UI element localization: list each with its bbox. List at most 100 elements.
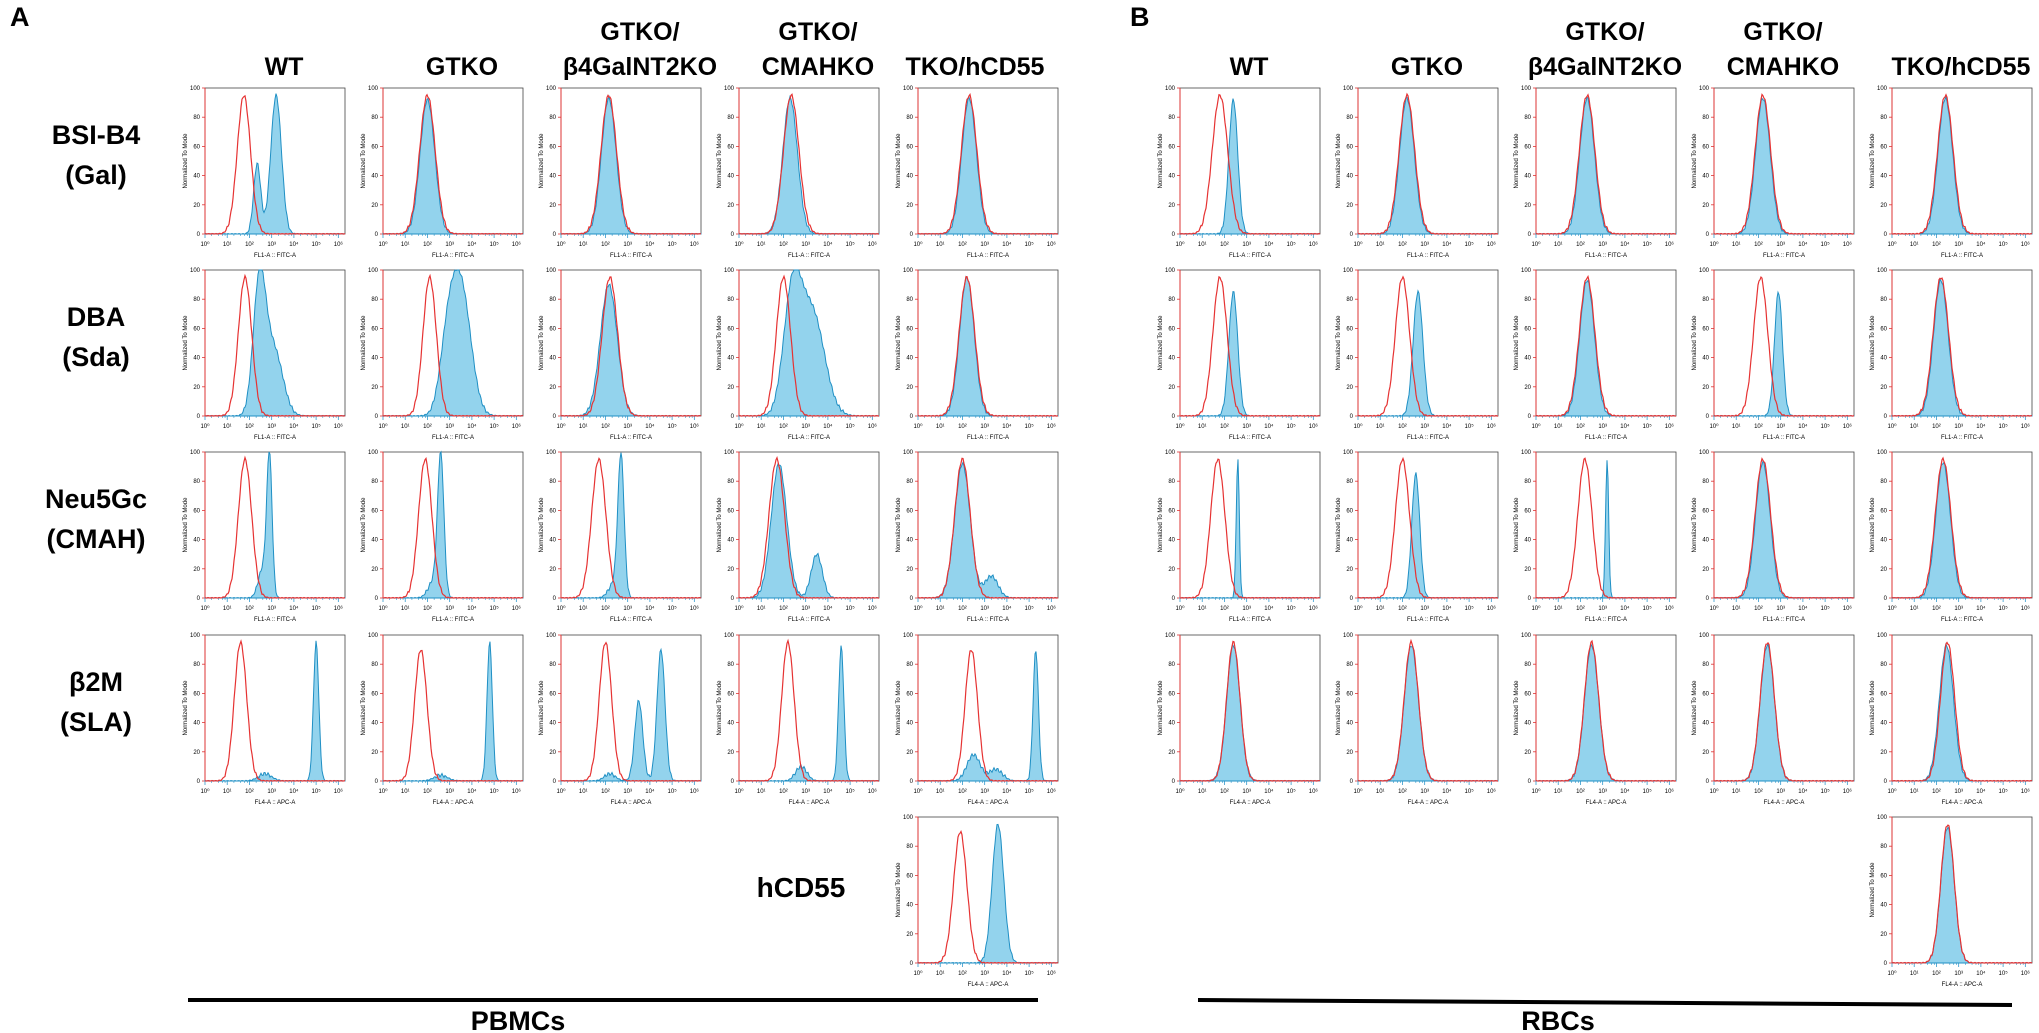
x-tick-label: 10²: [958, 789, 967, 795]
histogram-plot-B-r1-c2: 0 20 40 60 80 100 10⁰ 10¹ 10² 10³ 10⁴ 10⁵ 10⁶ Normali…: [1514, 268, 1677, 441]
y-tick-label: 100: [1165, 268, 1176, 274]
y-tick-label: 60: [906, 691, 913, 697]
x-tick-label: 10²: [601, 606, 610, 612]
x-tick-label: 10⁰: [1531, 605, 1541, 612]
x-tick-label: 10²: [779, 606, 788, 612]
y-tick-label: 20: [1880, 750, 1887, 756]
y-tick-label: 20: [193, 203, 200, 209]
x-tick-label: 10²: [1398, 424, 1407, 430]
x-tick-label: 10⁵: [490, 423, 500, 430]
y-tick-label: 100: [903, 86, 914, 92]
x-tick-label: 10⁰: [378, 241, 388, 248]
y-tick-label: 80: [1524, 297, 1531, 303]
y-tick-label: 0: [731, 232, 735, 238]
x-tick-label: 10⁴: [1798, 605, 1808, 612]
x-tick-label: 10⁴: [1002, 970, 1012, 977]
x-tick-label: 10³: [1598, 789, 1607, 795]
y-tick-label: 100: [1165, 633, 1176, 639]
y-tick-label: 80: [1524, 479, 1531, 485]
control-histogram: [1892, 277, 2033, 417]
y-tick-label: 100: [724, 450, 735, 456]
x-tick-label: 10⁶: [1665, 423, 1675, 430]
y-tick-label: 40: [371, 356, 378, 362]
x-tick-label: 10³: [445, 424, 454, 430]
x-tick-label: 10⁶: [1309, 605, 1319, 612]
y-tick-label: 0: [1350, 596, 1354, 602]
x-tick-label: 10⁵: [1025, 423, 1035, 430]
y-tick-label: 60: [193, 508, 200, 514]
y-tick-label: 20: [727, 203, 734, 209]
x-tick-label: 10²: [1220, 242, 1229, 248]
x-tick-label: 10⁶: [1309, 241, 1319, 248]
plot-frame: [1891, 87, 2033, 235]
histogram-plot-A-r1-c3: 0 20 40 60 80 100 10⁰ 10¹ 10² 10³ 10⁴ 10⁵ 10⁶ Normali…: [717, 268, 880, 441]
y-tick-label: 80: [906, 662, 913, 668]
x-tick-label: 10⁶: [1047, 970, 1057, 977]
control-histogram: [1535, 93, 1676, 235]
control-histogram: [1892, 93, 2033, 235]
y-tick-label: 100: [903, 268, 914, 274]
y-tick-label: 40: [1880, 538, 1887, 544]
control-histogram: [1357, 92, 1499, 235]
control-histogram: [1535, 275, 1676, 417]
x-tick-label: 10¹: [1554, 789, 1563, 795]
x-tick-label: 10³: [1420, 606, 1429, 612]
x-tick-label: 10⁵: [1025, 970, 1035, 977]
x-tick-label: 10⁰: [556, 241, 566, 248]
x-tick-label: 10³: [267, 424, 276, 430]
y-tick-label: 80: [1168, 297, 1175, 303]
x-tick-label: 10³: [1598, 424, 1607, 430]
x-tick-label: 10⁴: [823, 788, 833, 795]
x-tick-label: 10²: [245, 242, 254, 248]
y-tick-label: 0: [375, 596, 379, 602]
x-tick-label: 10⁰: [1175, 788, 1185, 795]
y-tick-label: 40: [193, 174, 200, 180]
y-axis-label: Normalized To Mode: [183, 680, 189, 736]
y-tick-label: 60: [1702, 691, 1709, 697]
y-tick-label: 20: [1524, 385, 1531, 391]
control-histogram: [560, 457, 702, 599]
x-tick-label: 10⁴: [1442, 423, 1452, 430]
row-label-1: DBA (Sda): [62, 302, 130, 372]
x-axis-label: FL4-A :: APC-A: [433, 800, 474, 806]
x-tick-label: 10²: [1576, 242, 1585, 248]
x-tick-label: 10⁶: [1047, 423, 1057, 430]
x-tick-label: 10⁶: [2021, 605, 2031, 612]
x-tick-label: 10⁰: [1175, 423, 1185, 430]
x-tick-label: 10⁵: [1025, 788, 1035, 795]
x-tick-label: 10¹: [1198, 789, 1207, 795]
y-tick-label: 100: [724, 633, 735, 639]
y-tick-label: 40: [549, 721, 556, 727]
y-tick-label: 40: [1880, 903, 1887, 909]
y-tick-label: 100: [546, 268, 557, 274]
x-tick-label: 10³: [1954, 242, 1963, 248]
y-tick-label: 0: [1528, 779, 1532, 785]
x-tick-label: 10⁰: [1531, 423, 1541, 430]
column-header-line: GTKO/: [1565, 18, 1644, 46]
y-tick-label: 40: [1880, 721, 1887, 727]
y-axis-label: Normalized To Mode: [1692, 680, 1698, 736]
histogram-plot-B-r1-c1: 0 20 40 60 80 100 10⁰ 10¹ 10² 10³ 10⁴ 10⁵ 10⁶ Normali…: [1336, 268, 1499, 441]
x-tick-label: 10⁵: [1821, 788, 1831, 795]
histogram-plot-B-r3-c0: 0 20 40 60 80 100 10⁰ 10¹ 10² 10³ 10⁴ 10⁵ 10⁶ Normali…: [1158, 633, 1321, 806]
y-tick-label: 0: [197, 414, 201, 420]
x-axis-label: FL1-A :: FITC-A: [788, 617, 830, 623]
x-tick-label: 10⁵: [1643, 241, 1653, 248]
y-tick-label: 40: [727, 174, 734, 180]
x-tick-label: 10¹: [757, 789, 766, 795]
control-histogram: [1891, 824, 2033, 964]
x-tick-label: 10⁶: [1843, 605, 1853, 612]
x-axis-label: FL1-A :: FITC-A: [1585, 435, 1627, 441]
histogram-plot-A-r0-c3: 0 20 40 60 80 100 10⁰ 10¹ 10² 10³ 10⁴ 10⁵ 10⁶ Normali…: [717, 86, 880, 259]
plot-frame: [1179, 634, 1321, 782]
y-tick-label: 0: [1528, 414, 1532, 420]
y-tick-label: 80: [1346, 115, 1353, 121]
y-tick-label: 40: [193, 538, 200, 544]
x-tick-label: 10⁵: [312, 423, 322, 430]
x-axis-label: FL1-A :: FITC-A: [432, 435, 474, 441]
y-tick-label: 0: [1172, 232, 1176, 238]
y-tick-label: 60: [1880, 873, 1887, 879]
x-tick-label: 10⁰: [913, 788, 923, 795]
x-axis-label: FL1-A :: FITC-A: [1407, 253, 1449, 259]
y-tick-label: 0: [1350, 414, 1354, 420]
